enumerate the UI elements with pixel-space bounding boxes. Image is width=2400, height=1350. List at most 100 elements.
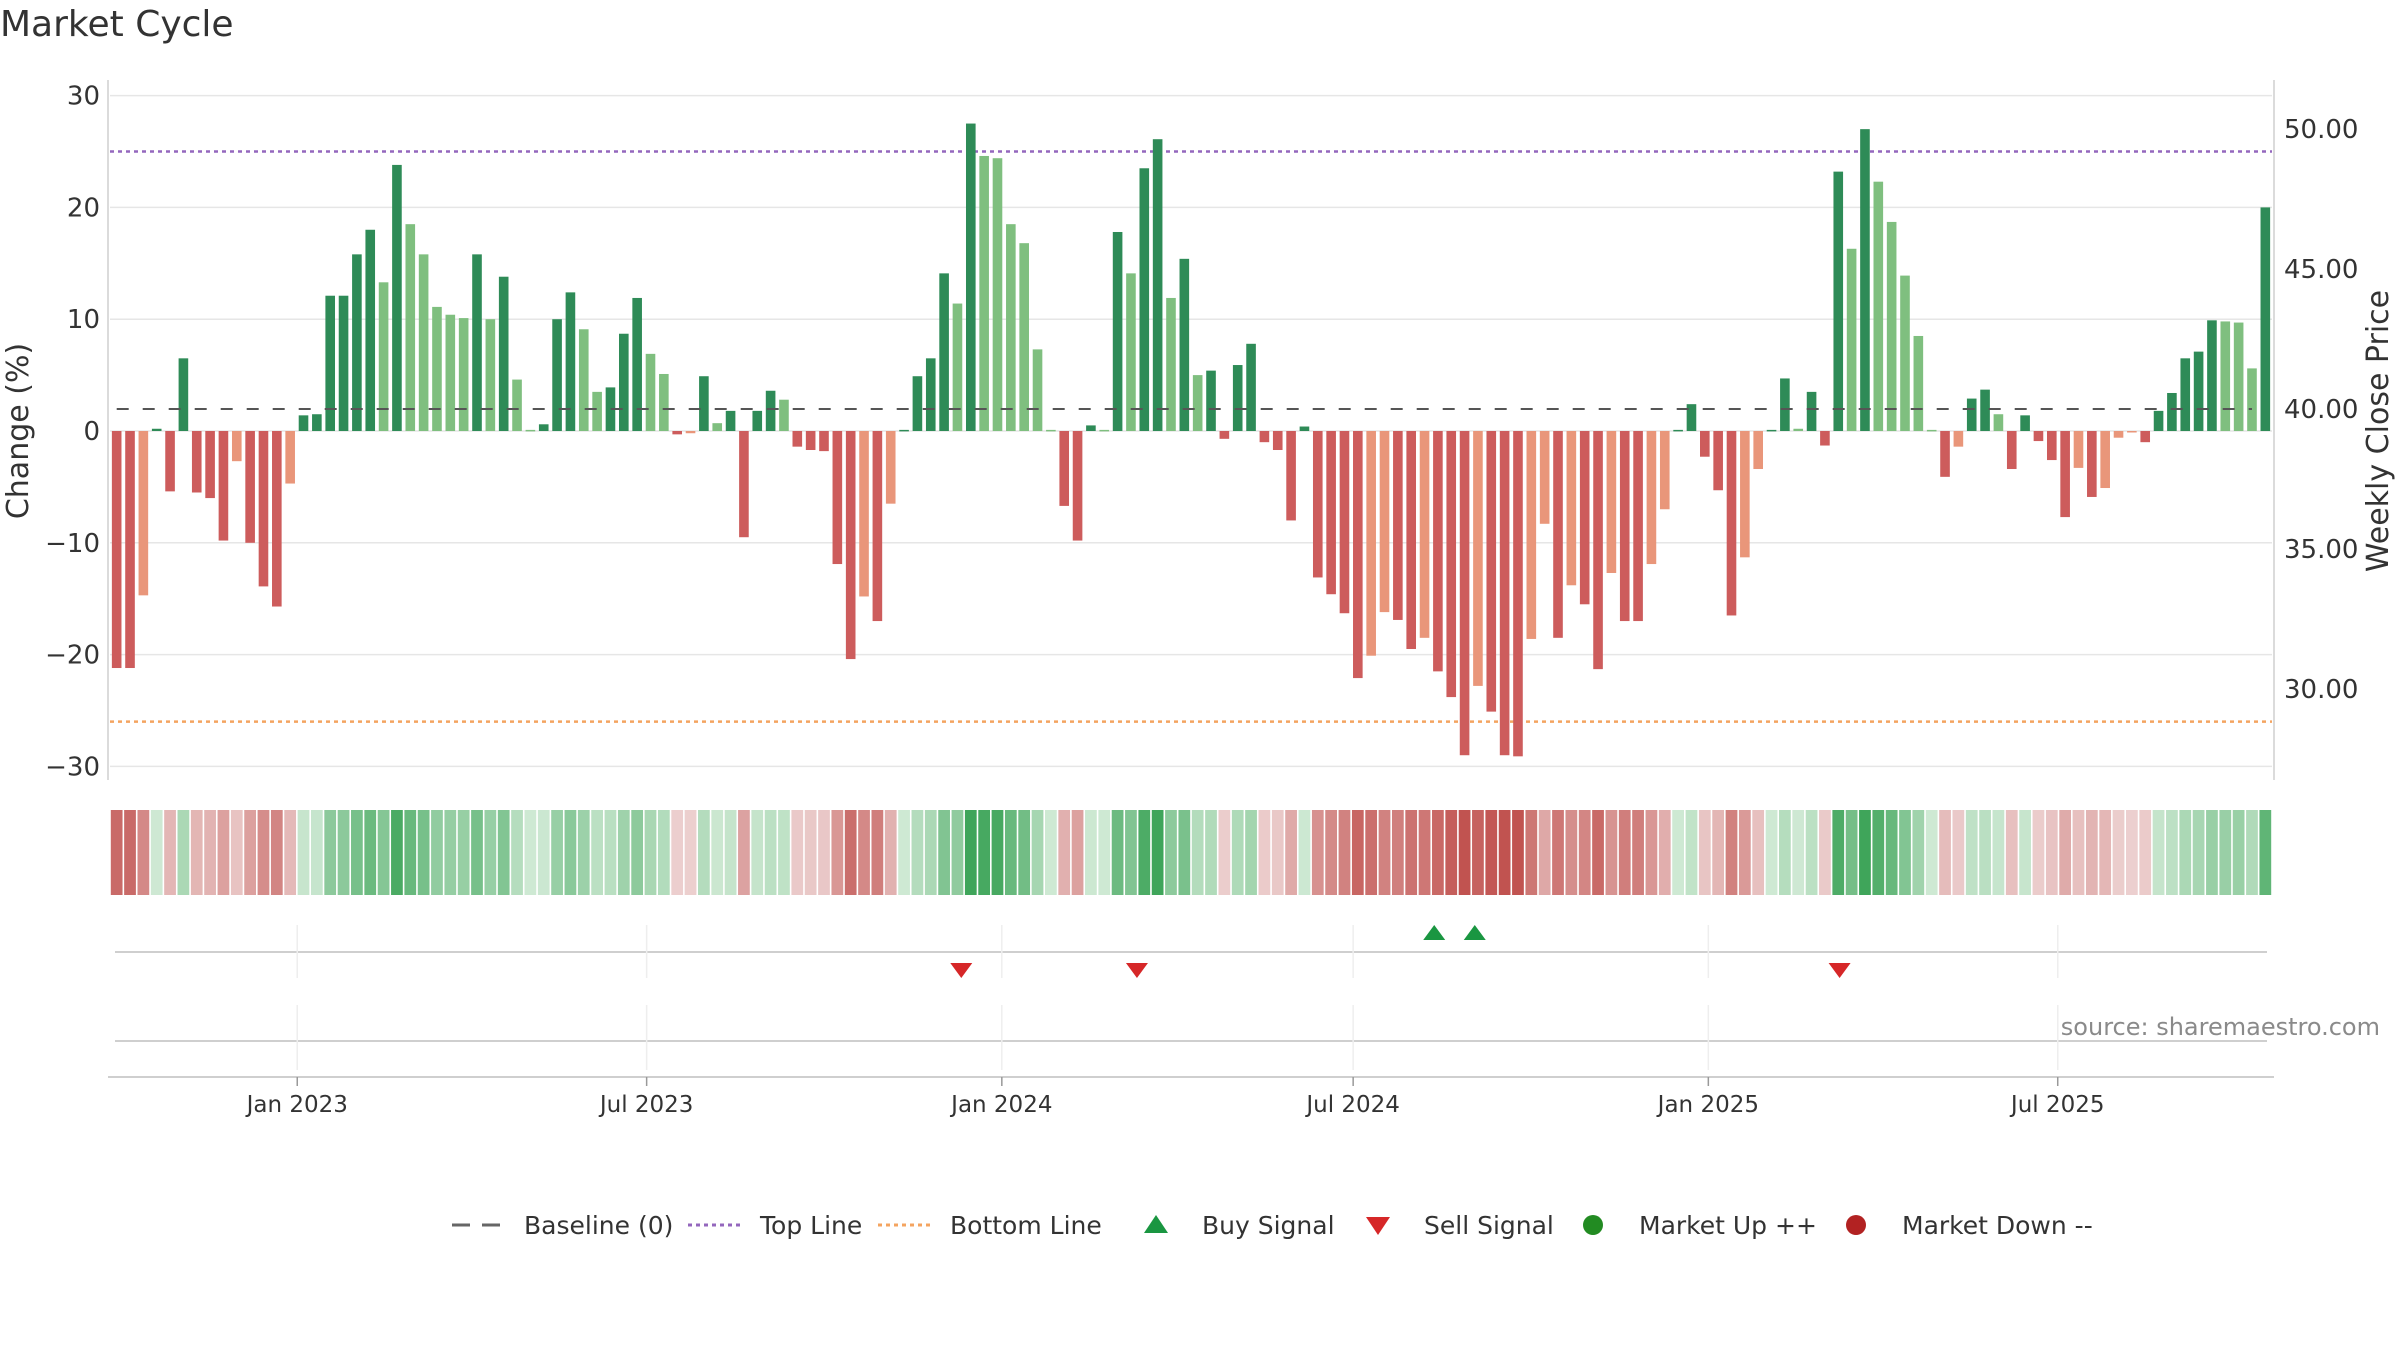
heat-cell [644, 810, 657, 895]
change-bar [1379, 431, 1390, 613]
heat-cell [564, 810, 577, 895]
heat-cell [724, 810, 737, 895]
change-bar [1953, 431, 1964, 447]
heat-cell [1752, 810, 1765, 895]
heat-cell [257, 810, 270, 895]
heat-cell [137, 810, 150, 895]
heat-cell [1698, 810, 1711, 895]
heat-cell [791, 810, 804, 895]
change-bar [245, 431, 255, 543]
heat-cell [2072, 810, 2085, 895]
change-bar [165, 431, 175, 492]
change-bar [178, 358, 189, 431]
change-bar [205, 431, 215, 499]
heat-cell [2192, 810, 2205, 895]
change-bar [1312, 431, 1323, 578]
change-bar [979, 155, 989, 432]
heat-cell [1645, 810, 1658, 895]
change-bar [2140, 431, 2151, 443]
change-bar [231, 431, 242, 462]
heat-cell [1485, 810, 1498, 895]
heat-cell [551, 810, 563, 895]
change-bar [2207, 320, 2217, 431]
heat-cell [1365, 810, 1378, 895]
heat-cell [1391, 810, 1404, 895]
change-bar [1900, 275, 1910, 431]
heat-cell [1472, 810, 1484, 895]
change-bar [2087, 431, 2097, 497]
heat-cell [391, 810, 403, 895]
change-bar [1473, 431, 1483, 686]
change-bar [1086, 425, 1096, 431]
change-bar [1032, 349, 1043, 431]
y-tick-label: 0 [83, 417, 100, 447]
heat-cell [1378, 810, 1391, 895]
change-bar [1232, 365, 1243, 431]
legend-item: Buy Signal [1144, 1211, 1335, 1240]
heat-cell [337, 810, 350, 895]
heat-cell [204, 810, 216, 895]
change-bar [392, 164, 402, 431]
change-bar [1059, 431, 1070, 506]
legend-circle-icon [1583, 1215, 1603, 1235]
x-tick-label: Jul 2023 [598, 1092, 694, 1118]
heat-cell [1111, 810, 1124, 895]
heat-cell [284, 810, 297, 895]
heat-cell [2032, 810, 2045, 895]
change-bar [218, 431, 229, 541]
change-bar [1673, 429, 1683, 432]
change-bar [1459, 431, 1470, 756]
heat-cell [738, 810, 750, 895]
change-bar [2260, 207, 2271, 431]
change-bar [352, 254, 362, 431]
heat-cell [1285, 810, 1297, 895]
heat-cell [1712, 810, 1725, 895]
heat-cell [471, 810, 483, 895]
change-bar [2060, 431, 2070, 518]
change-bar [272, 431, 282, 607]
buy-signal-marker [1423, 925, 1446, 940]
change-bar [1646, 431, 1657, 565]
heat-cell [924, 810, 937, 895]
change-bar [1659, 431, 1670, 510]
change-bar [191, 431, 202, 493]
heat-cell [1792, 810, 1805, 895]
heat-cell [1405, 810, 1418, 895]
legend-item: Bottom Line [878, 1211, 1102, 1240]
heat-cell [2125, 810, 2138, 895]
heat-cell [1018, 810, 1031, 895]
change-bar [378, 282, 389, 431]
change-bar [111, 431, 122, 669]
change-bar [1846, 248, 1857, 431]
heat-cell [751, 810, 764, 895]
chart-title: Market Cycle [0, 4, 234, 45]
buy-signal-marker [1463, 925, 1486, 940]
heat-cell [1738, 810, 1751, 895]
legend-circle-icon [1846, 1215, 1866, 1235]
heat-cell [1805, 810, 1818, 895]
change-bar [1446, 431, 1457, 698]
change-bar [1192, 375, 1203, 431]
heat-cell [230, 810, 243, 895]
change-bar [592, 391, 602, 431]
change-bar [151, 428, 162, 431]
change-bar [779, 399, 789, 431]
heat-cell [1899, 810, 1911, 895]
change-bar [992, 158, 1003, 431]
change-bar [1433, 431, 1443, 672]
heat-cell [1338, 810, 1351, 895]
heat-cell [1939, 810, 1951, 895]
heat-cell [1819, 810, 1831, 895]
legend-label: Buy Signal [1202, 1211, 1335, 1240]
change-bar [485, 319, 496, 431]
y-tick-label: −20 [45, 641, 100, 671]
legend-label: Baseline (0) [524, 1211, 673, 1240]
heat-cell [1632, 810, 1644, 895]
change-bar [845, 431, 856, 660]
change-bar [2073, 431, 2084, 468]
heat-cell [310, 810, 323, 895]
heat-cell [110, 810, 123, 895]
heat-cell [190, 810, 203, 895]
sell-signal-marker [950, 963, 973, 978]
